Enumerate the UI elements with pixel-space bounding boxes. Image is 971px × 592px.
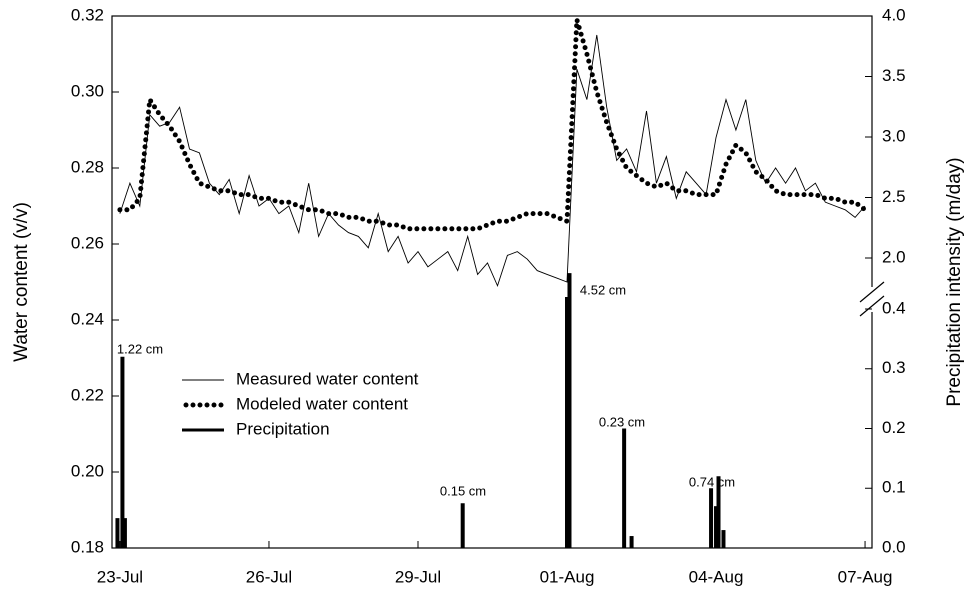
y-tick-label: 0.32 [71, 5, 104, 24]
modeled-line [117, 19, 868, 232]
legend-label: Modeled water content [236, 394, 408, 413]
y2-tick-label: 0.3 [882, 358, 906, 377]
y-tick-label: 0.28 [71, 157, 104, 176]
y-tick-label: 0.24 [71, 309, 104, 328]
x-tick-label: 04-Aug [689, 567, 744, 586]
y-tick-label: 0.20 [71, 461, 104, 480]
x-tick-label: 29-Jul [395, 567, 441, 586]
y2-tick-label: 3.0 [882, 126, 906, 145]
y-tick-label: 0.26 [71, 233, 104, 252]
y2-tick-label: 0.0 [882, 537, 906, 556]
annotation: 0.23 cm [599, 414, 645, 429]
y-tick-label: 0.18 [71, 537, 104, 556]
annotation: 0.15 cm [440, 483, 486, 498]
y-tick-label: 0.30 [71, 81, 104, 100]
annotation: 1.22 cm [117, 341, 163, 356]
y2-tick-label: 4.0 [882, 5, 906, 24]
x-tick-label: 26-Jul [246, 567, 292, 586]
axis-break [859, 281, 885, 317]
y2-tick-label: 2.5 [882, 187, 906, 206]
plot-frame [111, 15, 873, 549]
x-tick-label: 23-Jul [97, 567, 143, 586]
y-tick-label: 0.22 [71, 385, 104, 404]
y2-tick-label: 0.2 [882, 418, 906, 437]
y2-tick-label: 0.1 [882, 478, 906, 497]
x-tick-label: 01-Aug [540, 567, 595, 586]
y2-axis-label: Precipitation intensity (m/day) [944, 157, 965, 406]
x-tick-label: 07-Aug [838, 567, 893, 586]
annotation: 4.52 cm [580, 282, 626, 297]
annotation: 0.74 cm [689, 474, 735, 489]
legend-label: Precipitation [236, 419, 330, 438]
y2-tick-label: 2.0 [882, 247, 906, 266]
y2-tick-label: 3.5 [882, 66, 906, 85]
measured-line [119, 34, 866, 288]
legend-label: Measured water content [236, 369, 419, 388]
y2-tick-label: 0.4 [882, 298, 906, 317]
y-axis-label: Water content (v/v) [11, 202, 32, 362]
